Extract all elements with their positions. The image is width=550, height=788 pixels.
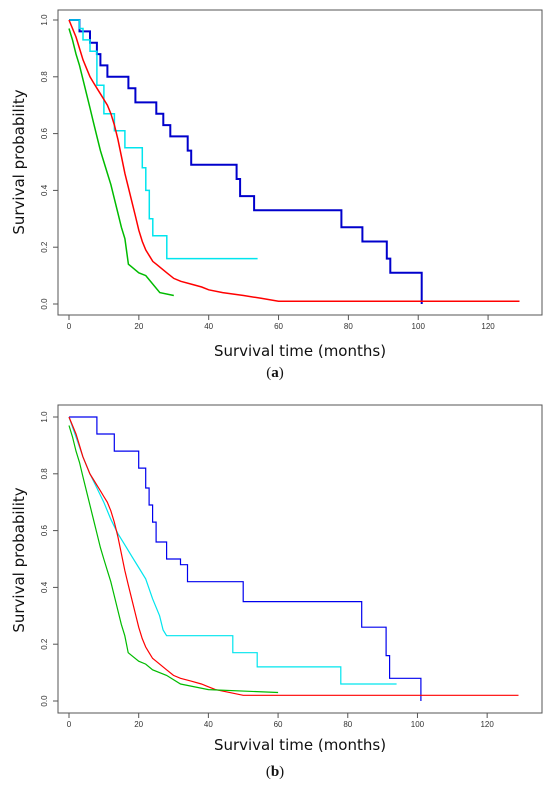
- y-tick-label-b-4: 0.8: [40, 468, 49, 480]
- panel-label-a-open: (: [266, 365, 271, 381]
- plot-frame-a: [57, 9, 543, 316]
- x-tick-label-b-6: 120: [480, 720, 494, 729]
- series-group-b: [68, 416, 519, 701]
- x-tick-label-a-3: 60: [274, 322, 283, 331]
- x-axis-title-b: Survival time (months): [214, 736, 386, 754]
- series-line-b-2: [68, 416, 519, 696]
- x-tick-label-b-4: 80: [343, 720, 352, 729]
- x-tick-label-a-6: 120: [481, 322, 495, 331]
- panel-a: 0 20 40 60 80 100 120 0.0 0.2 0.4 0.6 0.8 1.0 Surviv…: [10, 9, 543, 381]
- y-tick-label-a-4: 0.8: [40, 71, 49, 83]
- x-tick-label-b-1: 20: [134, 720, 143, 729]
- panel-label-b-close: ): [279, 764, 284, 780]
- y-tick-label-a-3: 0.6: [40, 127, 49, 139]
- x-axis-title-a: Survival time (months): [214, 342, 386, 360]
- panel-label-a: (a): [266, 365, 284, 381]
- x-tick-label-b-3: 60: [274, 720, 283, 729]
- axes-group-a: 0 20 40 60 80 100 120 0.0 0.2 0.4 0.6 0.8 1.0: [40, 14, 495, 331]
- panel-label-b-letter: b: [271, 764, 279, 780]
- series-line-b-1: [68, 416, 397, 685]
- y-tick-label-a-0: 0.0: [40, 298, 49, 310]
- series-line-b-0: [69, 416, 422, 701]
- y-tick-label-b-1: 0.2: [40, 638, 49, 650]
- series-line-a-3: [68, 28, 174, 297]
- x-tick-label-a-4: 80: [344, 322, 353, 331]
- panel-label-b: (b): [266, 764, 284, 780]
- y-tick-label-a-1: 0.2: [40, 241, 49, 253]
- x-tick-label-b-0: 0: [67, 720, 72, 729]
- x-tick-label-b-2: 40: [204, 720, 213, 729]
- series-line-a-1: [69, 19, 258, 260]
- x-tick-label-a-1: 20: [134, 322, 143, 331]
- series-line-a-2: [68, 19, 520, 302]
- panel-label-a-letter: a: [271, 365, 279, 381]
- x-tick-label-a-0: 0: [67, 322, 72, 331]
- axes-group-b: 0 20 40 60 80 100 120 0.0 0.2 0.4 0.6 0.8 1.0: [40, 411, 494, 729]
- y-axis-title-a: Survival probability: [10, 89, 28, 234]
- series-group-a: [68, 19, 520, 304]
- panel-label-a-close: ): [279, 365, 284, 381]
- x-tick-label-a-5: 100: [412, 322, 426, 331]
- y-tick-label-b-0: 0.0: [40, 695, 49, 707]
- x-tick-label-b-5: 100: [411, 720, 425, 729]
- y-axis-title-b: Survival probability: [10, 487, 28, 632]
- y-tick-label-b-3: 0.6: [40, 524, 49, 536]
- y-tick-label-b-2: 0.4: [40, 581, 49, 593]
- panel-b: 0 20 40 60 80 100 120 0.0 0.2 0.4 0.6 0.8 1.0 Surviv…: [10, 404, 543, 780]
- y-tick-label-a-5: 1.0: [40, 14, 49, 26]
- x-tick-label-a-2: 40: [204, 322, 213, 331]
- y-tick-label-b-5: 1.0: [40, 411, 49, 423]
- series-line-b-3: [68, 425, 279, 694]
- panel-label-b-open: (: [266, 764, 271, 780]
- y-tick-label-a-2: 0.4: [40, 184, 49, 196]
